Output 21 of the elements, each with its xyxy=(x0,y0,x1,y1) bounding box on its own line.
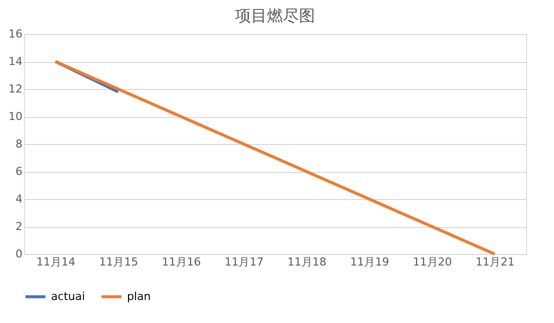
y-tick-label: 8 xyxy=(16,138,22,150)
x-tick-label: 11月14 xyxy=(36,256,76,268)
x-tick-label: 11月16 xyxy=(162,256,201,268)
y-tick-label: 16 xyxy=(8,28,22,40)
y-tick-label: 2 xyxy=(16,220,22,233)
chart-title: 项目燃尽图 xyxy=(235,6,315,25)
y-tick-label: 12 xyxy=(8,82,22,96)
y-tick-label: 4 xyxy=(16,192,22,206)
x-tick-label: 11月20 xyxy=(412,256,452,268)
x-tick-label: 11月17 xyxy=(224,256,264,268)
line-series xyxy=(54,60,496,256)
legend-label: plan xyxy=(127,290,151,303)
y-tick-label: 0 xyxy=(16,248,22,260)
y-tick-label: 6 xyxy=(16,165,22,178)
y-tick-label: 10 xyxy=(8,110,22,123)
x-tick-label: 11月15 xyxy=(99,256,138,268)
x-tick-label: 11月21 xyxy=(476,256,515,268)
x-tick-label: 11月19 xyxy=(350,256,390,268)
legend-label: actuai xyxy=(51,290,85,303)
y-tick-label: 14 xyxy=(8,55,22,68)
x-tick-label: 11月18 xyxy=(287,256,326,268)
